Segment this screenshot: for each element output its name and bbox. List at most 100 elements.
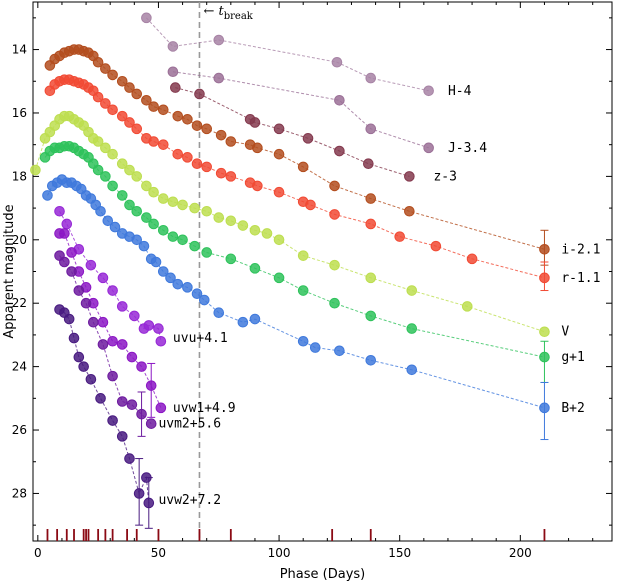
series-z-3: z-3 — [170, 82, 457, 184]
data-point — [73, 285, 85, 296]
data-point — [237, 220, 249, 231]
data-point — [191, 158, 203, 169]
data-point — [273, 234, 285, 246]
data-point — [213, 212, 225, 223]
data-point — [126, 399, 138, 410]
data-point — [148, 101, 159, 112]
data-point — [329, 180, 340, 192]
data-point — [68, 332, 80, 344]
data-point — [365, 193, 377, 204]
data-point — [201, 247, 212, 258]
data-point — [92, 164, 104, 176]
data-point — [182, 114, 193, 125]
data-point — [297, 285, 309, 296]
series-label: uvw2+7.2 — [158, 493, 221, 508]
data-point — [252, 142, 263, 154]
data-point — [157, 193, 169, 204]
data-point — [155, 402, 167, 414]
data-point — [305, 199, 316, 211]
data-point — [249, 117, 261, 128]
data-point — [59, 256, 70, 268]
data-point — [95, 393, 106, 404]
data-point — [273, 123, 285, 135]
series-label: H-4 — [448, 84, 472, 99]
data-point — [59, 228, 70, 239]
series-V: V — [30, 110, 569, 340]
data-point — [225, 136, 237, 147]
series-label: uvw1+4.9 — [173, 401, 236, 416]
data-point — [182, 152, 193, 163]
data-point — [85, 259, 97, 271]
data-point — [201, 205, 212, 217]
data-point — [213, 72, 225, 84]
data-point — [191, 288, 203, 299]
data-point — [141, 180, 152, 192]
data-point — [430, 240, 442, 252]
series-label: J-3.4 — [448, 141, 487, 156]
x-tick-label: 100 — [268, 546, 291, 560]
data-point — [273, 148, 285, 160]
series-uvw1+4.9: uvw1+4.9 — [54, 228, 236, 416]
data-point — [107, 148, 118, 160]
data-point — [88, 316, 99, 328]
data-point — [297, 335, 309, 347]
series-label: r-1.1 — [561, 271, 600, 286]
data-point — [124, 199, 135, 211]
data-point — [406, 364, 418, 376]
data-point — [107, 415, 118, 426]
error-bar — [144, 477, 153, 529]
data-point — [213, 307, 225, 319]
data-point — [150, 256, 162, 268]
x-tick-label: 200 — [509, 546, 532, 560]
data-point — [189, 202, 200, 214]
data-point — [107, 104, 118, 116]
series-J-3.4: J-3.4 — [167, 66, 487, 156]
data-point — [365, 123, 377, 135]
data-point — [177, 234, 188, 246]
data-point — [141, 212, 152, 223]
data-point — [141, 94, 152, 106]
t-break-label: ← tbreak — [203, 4, 253, 22]
data-point — [116, 301, 128, 312]
data-point — [201, 123, 212, 135]
data-point — [131, 234, 143, 246]
data-point — [170, 82, 181, 93]
data-point — [153, 323, 164, 334]
error-bar — [147, 362, 156, 418]
error-bar — [135, 458, 144, 526]
y-tick-label: 28 — [12, 486, 27, 500]
data-point — [155, 335, 167, 347]
data-point — [131, 88, 143, 100]
data-point — [331, 56, 343, 68]
y-axis-title: Apparent magnitude — [2, 204, 17, 338]
data-point — [138, 240, 150, 252]
data-point — [148, 186, 159, 198]
data-point — [365, 272, 377, 284]
data-point — [249, 313, 261, 325]
data-point — [116, 110, 128, 122]
data-point — [215, 167, 227, 179]
data-point — [148, 218, 159, 230]
data-point — [194, 88, 205, 100]
data-point — [261, 228, 273, 239]
series-label: V — [561, 325, 569, 340]
data-point — [273, 272, 285, 284]
data-point — [92, 136, 104, 147]
y-tick-label: 24 — [12, 360, 27, 374]
data-point — [249, 263, 261, 274]
data-point — [95, 205, 106, 217]
data-point — [302, 133, 314, 144]
data-point — [157, 224, 169, 236]
series-label: uvu+4.1 — [173, 331, 228, 346]
data-point — [124, 453, 135, 464]
data-point — [461, 301, 473, 312]
data-point — [102, 215, 114, 227]
data-point — [141, 12, 152, 24]
data-point — [116, 339, 128, 350]
data-point — [97, 316, 109, 328]
x-tick-label: 150 — [388, 546, 411, 560]
data-point — [237, 316, 249, 328]
series-i-2.1: i-2.1 — [44, 44, 600, 257]
data-point — [329, 297, 340, 309]
